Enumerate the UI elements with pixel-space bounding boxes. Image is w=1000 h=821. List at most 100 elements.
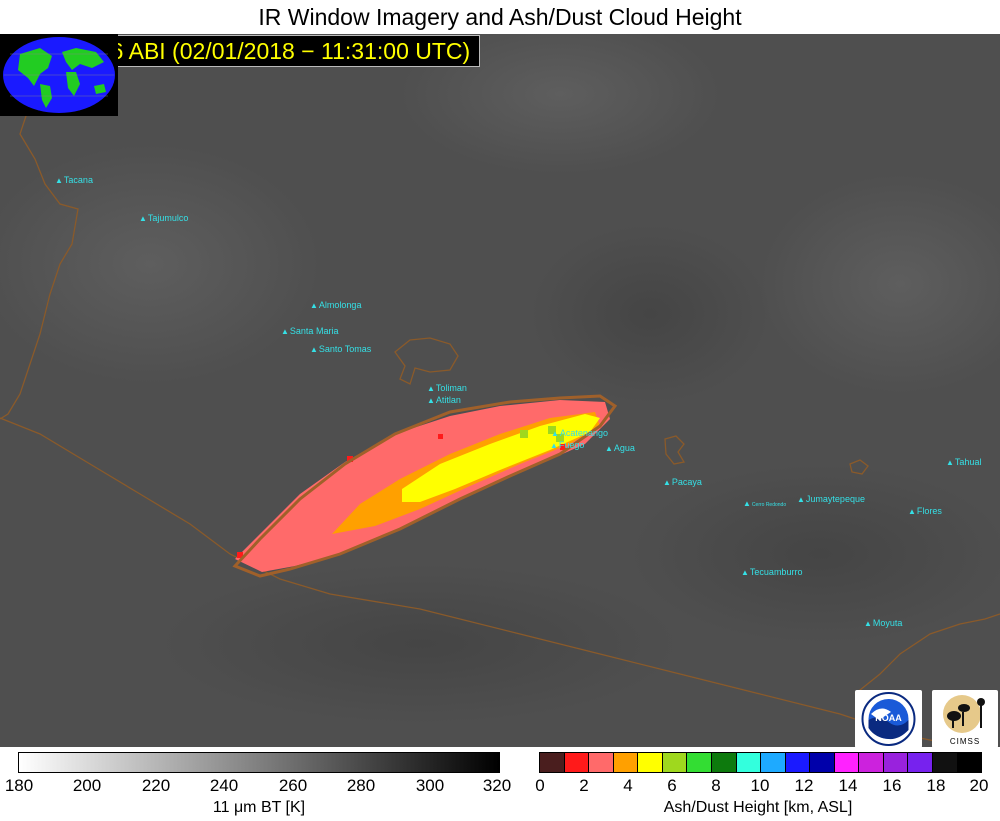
ash-colorbar-segment (810, 753, 835, 772)
volcano-triangle-icon: ▲ (427, 384, 435, 393)
volcano-marker[interactable]: ▲Cerro Redondo (743, 499, 786, 510)
volcano-marker[interactable]: ▲Jumaytepeque (797, 494, 865, 505)
bt-colorbar (18, 752, 500, 773)
ash-height-colorbar (539, 752, 982, 773)
cimss-logo: CIMSS (932, 690, 998, 747)
ash-tick-label: 12 (794, 776, 814, 795)
ash-colorbar-segment (957, 753, 982, 772)
bt-tick-label: 300 (415, 776, 445, 795)
bt-colorbar-label: 11 μm BT [K] (212, 799, 306, 816)
volcano-label: Santa Maria (289, 326, 339, 336)
volcano-marker[interactable]: ▲Pacaya (663, 477, 702, 488)
volcano-triangle-icon: ▲ (310, 345, 318, 354)
ash-colorbar-segment (883, 753, 909, 772)
noaa-emblem-icon: NOAA (861, 692, 916, 746)
ash-colorbar-segment (540, 753, 565, 772)
ash-colorbar-segment (711, 753, 737, 772)
ash-plume (232, 394, 618, 578)
volcano-label: Flores (916, 506, 942, 516)
volcano-label: Jumaytepeque (805, 494, 865, 504)
ash-tick-label: 2 (579, 776, 589, 795)
ash-colorbar-segment (613, 753, 639, 772)
volcano-marker[interactable]: ▲Tajumulco (139, 213, 188, 224)
ash-colorbar-segment (761, 753, 786, 772)
volcano-marker[interactable]: ▲Acatenango (551, 428, 608, 439)
volcano-marker[interactable]: ▲Moyuta (864, 618, 902, 629)
ash-tick-label: 6 (667, 776, 677, 795)
noaa-text: NOAA (875, 713, 902, 723)
volcano-marker[interactable]: ▲Almolonga (310, 300, 361, 311)
ash-colorbar-segment (589, 753, 614, 772)
ash-tick-label: 4 (623, 776, 633, 795)
volcano-triangle-icon: ▲ (605, 444, 613, 453)
volcano-marker[interactable]: ▲Tahual (946, 457, 981, 468)
volcano-label: Pacaya (671, 477, 702, 487)
volcano-label: Fuego (558, 440, 585, 450)
ash-colorbar-segment (908, 753, 933, 772)
volcano-label: Toliman (435, 383, 467, 393)
volcano-label: Moyuta (872, 618, 903, 628)
cloud-patch (630, 464, 1000, 644)
volcano-label: Acatenango (559, 428, 608, 438)
ash-tick-label: 8 (711, 776, 721, 795)
bt-tick-label: 260 (278, 776, 308, 795)
ash-tick-label: 16 (882, 776, 902, 795)
volcano-triangle-icon: ▲ (310, 301, 318, 310)
volcano-marker[interactable]: ▲Santa Maria (281, 326, 338, 337)
bt-tick-label: 240 (209, 776, 239, 795)
noaa-logo: NOAA (855, 690, 922, 747)
volcano-triangle-icon: ▲ (550, 441, 558, 450)
ash-colorbar-segment (859, 753, 884, 772)
volcano-label: Tecuamburro (749, 567, 803, 577)
volcano-marker[interactable]: ▲Tecuamburro (741, 567, 802, 578)
volcano-label: Agua (613, 443, 635, 453)
ash-colorbar-segment (933, 753, 958, 772)
borders-and-coastlines (0, 69, 1000, 747)
volcano-marker[interactable]: ▲Fuego (550, 440, 584, 451)
volcano-marker[interactable]: ▲Tacana (55, 175, 93, 186)
ash-colorbar-segment (564, 753, 590, 772)
ash-colorbar-segment (736, 753, 762, 772)
cloud-patch (760, 174, 1000, 394)
ash-tick-label: 20 (969, 776, 989, 795)
volcano-label: Almolonga (318, 300, 362, 310)
cloud-patch (160, 564, 680, 724)
volcano-triangle-icon: ▲ (281, 327, 289, 336)
ash-colorbar-segment (638, 753, 663, 772)
volcano-triangle-icon: ▲ (743, 499, 751, 508)
bt-tick-label: 280 (346, 776, 376, 795)
volcano-triangle-icon: ▲ (946, 458, 954, 467)
volcano-triangle-icon: ▲ (427, 396, 435, 405)
volcano-marker[interactable]: ▲Santo Tomas (310, 344, 371, 355)
volcano-triangle-icon: ▲ (864, 619, 872, 628)
bt-tick-label: 320 (482, 776, 512, 795)
volcano-triangle-icon: ▲ (797, 495, 805, 504)
ash-tick-label: 18 (926, 776, 946, 795)
volcano-marker[interactable]: ▲Agua (605, 443, 635, 454)
satellite-map[interactable]: GOES−16 ABI (02/01/2018 − 11:31:00 UTC) … (0, 34, 1000, 747)
volcano-marker[interactable]: ▲Flores (908, 506, 942, 517)
volcano-marker[interactable]: ▲Atitlan (427, 395, 461, 406)
volcano-label: Cerro Redondo (751, 502, 787, 508)
ash-colorbar-label: Ash/Dust Height [km, ASL] (663, 799, 853, 816)
ash-tick-label: 14 (838, 776, 858, 795)
volcano-label: Tacana (63, 175, 93, 185)
bt-tick-label: 200 (72, 776, 102, 795)
ash-colorbar-segment (687, 753, 712, 772)
ash-tick-label: 0 (535, 776, 545, 795)
cloud-patch (400, 34, 720, 174)
ash-colorbar-segment (662, 753, 688, 772)
volcano-label: Tahual (954, 457, 982, 467)
cloud-patch (530, 224, 770, 404)
volcano-label: Atitlan (435, 395, 461, 405)
bt-tick-label: 180 (4, 776, 34, 795)
ash-colorbar-segment (785, 753, 811, 772)
cimss-text: CIMSS (949, 737, 981, 746)
volcano-triangle-icon: ▲ (741, 568, 749, 577)
chart-title: IR Window Imagery and Ash/Dust Cloud Hei… (258, 4, 742, 30)
volcano-triangle-icon: ▲ (908, 507, 916, 516)
ash-tick-label: 10 (750, 776, 770, 795)
volcano-marker[interactable]: ▲Toliman (427, 383, 467, 394)
map-layers (0, 34, 1000, 747)
globe-inset-icon (0, 34, 118, 116)
